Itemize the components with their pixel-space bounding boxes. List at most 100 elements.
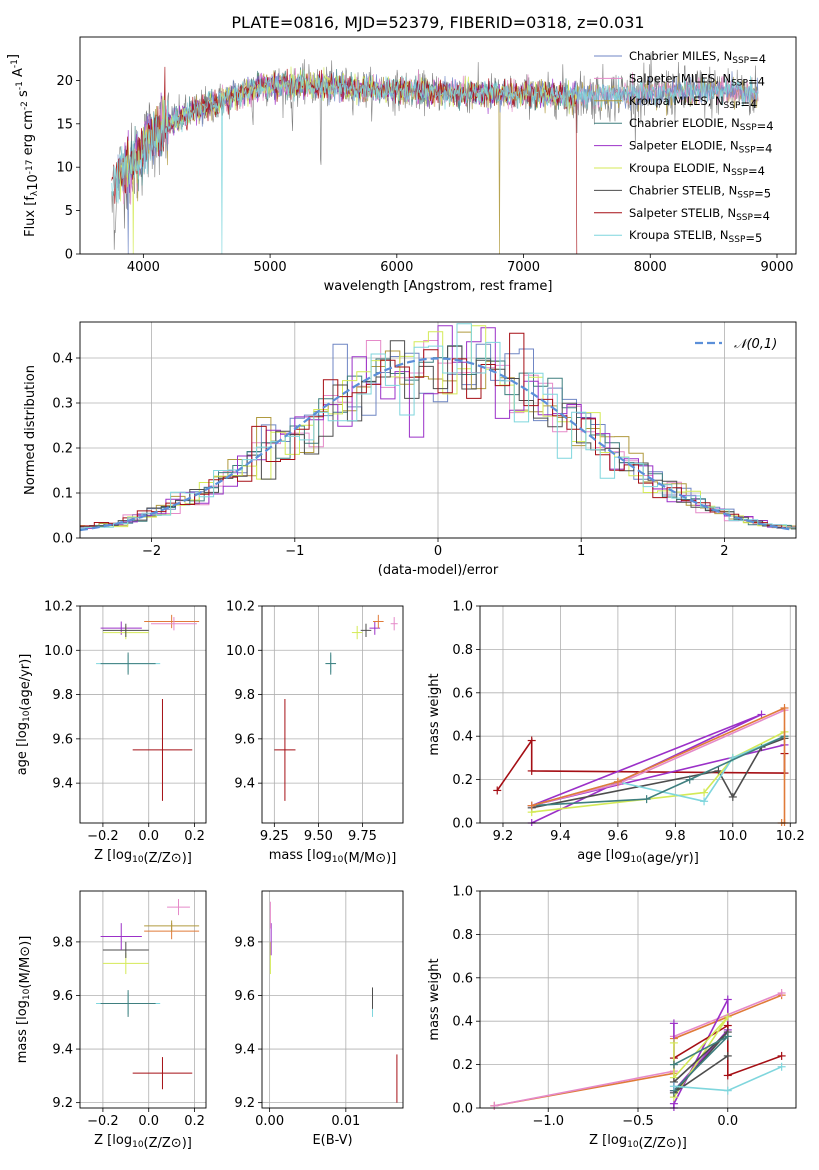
y-tick-label: 0.8 [452, 928, 473, 943]
x-axis-label: Z [log10(Z/Z⊙)] [94, 848, 192, 866]
label-part: (Z/Z⊙)] [639, 1136, 687, 1151]
label-part: SSP [737, 190, 754, 200]
y-tick-label: 9.8 [52, 935, 73, 950]
label-part: -17 [25, 160, 35, 175]
label-part: mass [ [269, 848, 312, 863]
legend-label: Kroupa ELODIE, NSSP=4 [629, 161, 765, 178]
x-axis-label: Z [log10(Z/Z⊙)] [589, 1133, 687, 1151]
label-part: SSP [724, 101, 741, 111]
label-part: SSP [736, 213, 753, 223]
label-part: E(B-V) [312, 1133, 352, 1148]
mass_vs_ebv-panel: 0.00 0.01 9.2 9.4 9.6 9.8 E(B-V) [234, 890, 404, 1148]
weight-line [673, 1024, 782, 1077]
x-axis-label: mass [log10(M/M⊙)] [269, 848, 397, 866]
label-part: log [15, 1000, 30, 1020]
label-part: =5 [754, 186, 771, 200]
label-part: mass weight [427, 673, 442, 755]
weight-line [673, 1035, 729, 1092]
label-sub: 10 [630, 855, 642, 865]
label-part: =4 [740, 97, 757, 111]
gaussian-curve [80, 357, 794, 532]
label-part: SSP [731, 168, 748, 178]
y-tick-label: 10.2 [44, 600, 73, 615]
y-tick-label: 9.8 [52, 688, 73, 703]
x-tick-label: 9.6 [608, 829, 629, 844]
x-tick-label: −1.0 [532, 1114, 564, 1129]
label-part: SSP [731, 78, 748, 88]
label-part: Chabrier MILES, N [629, 49, 732, 63]
axes-group: 4000 5000 6000 7000 8000 9000 0 5 10 15 20 [56, 74, 793, 275]
y-axis-label: mass weight [427, 958, 442, 1040]
y-tick-label: 0 [65, 248, 73, 263]
axes-group: −0.2 0.0 0.2 9.4 9.6 9.8 10.0 10.2 [44, 600, 206, 844]
y-tick-label: 0.8 [452, 643, 473, 658]
x-tick-label: 6000 [380, 260, 413, 275]
x-tick-label: 10.2 [776, 829, 805, 844]
spectrum-panel: 4000 5000 6000 7000 8000 9000 0 5 10 15 20 waveleng… [6, 36, 797, 294]
label-part: SSP [729, 235, 746, 245]
label-part: 10 [26, 174, 41, 191]
label-part: age [ [577, 848, 610, 863]
label-part: log [312, 848, 332, 863]
label-part: age [ [15, 742, 30, 775]
x-tick-label: 0.0 [717, 1114, 738, 1129]
legend-label: Salpeter ELODIE, NSSP=4 [629, 139, 772, 156]
label-part: (Z/Z⊙)] [144, 851, 192, 866]
x-tick-label: 7000 [507, 260, 540, 275]
axes-group: 0.00 0.01 9.2 9.4 9.6 9.8 [234, 891, 403, 1129]
x-tick-label: 8000 [634, 260, 667, 275]
y-tick-label: 9.2 [234, 1096, 255, 1111]
y-tick-label: 0.2 [452, 1058, 473, 1073]
y-tick-label: 9.4 [52, 777, 73, 792]
weight-lines [493, 703, 789, 826]
y-tick-label: 20 [56, 74, 73, 89]
legend-label: Kroupa STELIB, NSSP=5 [629, 228, 762, 245]
y-tick-label: 0.6 [452, 686, 473, 701]
legend-label: Chabrier MILES, NSSP=4 [629, 49, 766, 66]
label-part: s [16, 90, 31, 101]
x-tick-label: 5000 [254, 260, 287, 275]
mass_vs_Z-panel: −0.2 0.0 0.29.29.49.69.8Z [log10(Z/Z⊙)]mas… [15, 890, 207, 1151]
x-tick-label: 0.00 [255, 1114, 284, 1129]
label-part: Salpeter MILES, N [629, 71, 731, 85]
y-tick-label: 0.4 [452, 1015, 473, 1030]
label-part: Kroupa STELIB, N [629, 228, 729, 242]
x-tick-label: −0.2 [87, 1114, 119, 1129]
y-tick-label: 0.0 [452, 817, 473, 832]
axes-group: −1.0 −0.5 0.0 0.0 0.2 0.4 0.6 0.8 1.0 [452, 885, 796, 1129]
label-part: =5 [745, 231, 762, 245]
mass_weight_vs_Z-panel: −1.0 −0.5 0.0 0.0 0.2 0.4 0.6 0.8 1.0 Z [log10(Z/… [427, 885, 797, 1151]
label-part: mass [ [15, 1020, 30, 1063]
x-tick-label: 0.2 [184, 1114, 205, 1129]
weight-lines [490, 988, 786, 1111]
label-part: A [11, 68, 26, 81]
x-axis-label: Z [log10(Z/Z⊙)] [94, 1133, 192, 1151]
residual-histograms [80, 323, 796, 532]
label-part: =4 [753, 209, 770, 223]
y-tick-label: 0.4 [452, 730, 473, 745]
legend-label: Chabrier ELODIE, NSSP=4 [629, 116, 774, 133]
label-sub: 10 [132, 855, 144, 865]
y-axis-label: mass [log10(M/M⊙)] [15, 936, 33, 1064]
label-part: -1 [10, 59, 20, 68]
label-part: (M/M⊙)] [18, 936, 33, 989]
y-tick-label: 9.4 [234, 777, 255, 792]
legend-label: 𝒩(0,1) [734, 337, 777, 352]
x-tick-label: −0.5 [622, 1114, 654, 1129]
y-tick-label: 0.3 [52, 397, 73, 412]
y-tick-label: 0.1 [52, 487, 73, 502]
y-tick-label: 9.6 [52, 989, 73, 1004]
label-part: =4 [748, 74, 765, 88]
spectrum-model-line [111, 70, 759, 254]
axes-frame [479, 890, 797, 1109]
spectrum-model-line [117, 71, 759, 254]
y-tick-label: 0.2 [452, 773, 473, 788]
y-tick-label: 9.6 [52, 732, 73, 747]
residual-histogram [80, 340, 796, 530]
label-sub: 10 [627, 1140, 639, 1150]
label-part: Z [ [589, 1133, 607, 1148]
label-sub: 10 [332, 855, 344, 865]
label-part: Flux [f [23, 196, 38, 237]
residuals-panel: −2 −1 0 1 2 0.0 0.1 0.2 0.3 0.4 (data-model)/error… [23, 321, 797, 578]
